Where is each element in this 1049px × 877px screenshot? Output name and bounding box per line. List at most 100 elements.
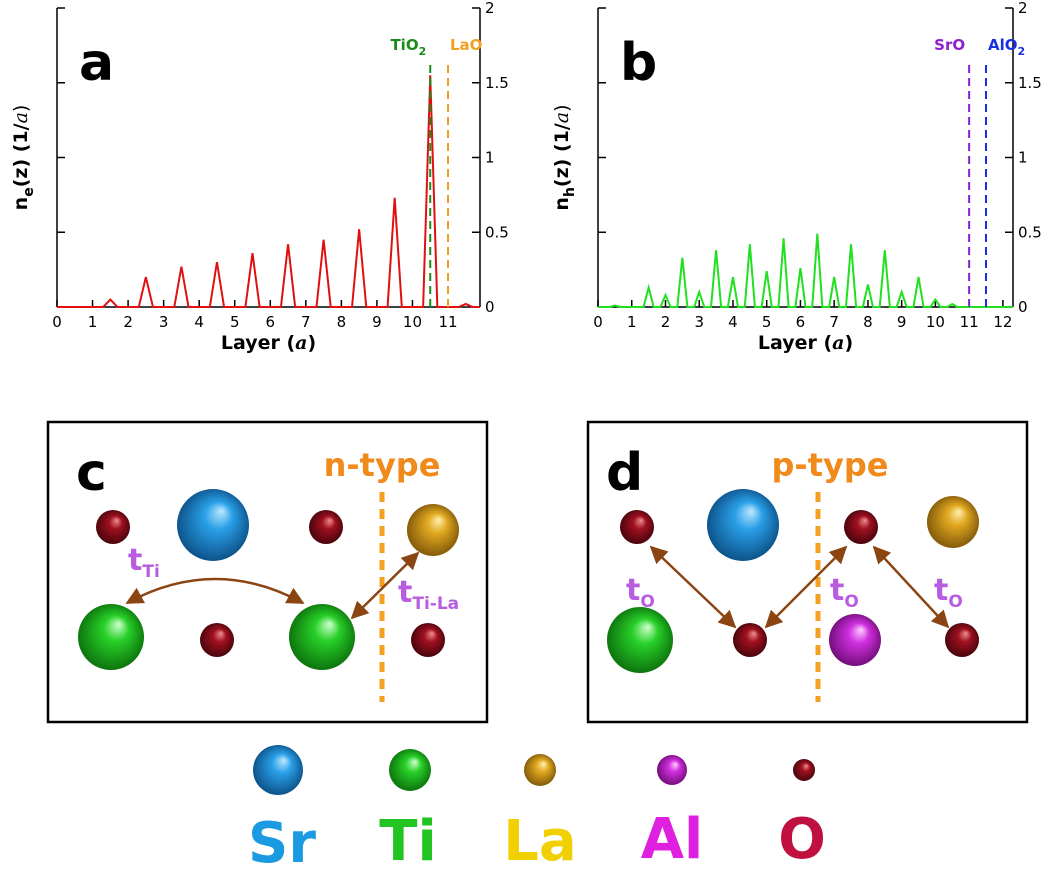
x-tick-label: 5 <box>230 313 240 331</box>
x-axis-label-part: ) <box>844 332 853 354</box>
x-tick-label: 10 <box>403 313 422 331</box>
x-tick-label: 8 <box>337 313 347 331</box>
marker-label-part: TiO <box>390 36 418 54</box>
x-tick-label: 9 <box>372 313 382 331</box>
legend-label: Ti <box>379 809 436 873</box>
marker-label-part: LaO <box>450 36 482 54</box>
marker-label-part: 2 <box>1018 45 1026 58</box>
x-tick-label: 1 <box>627 313 637 331</box>
y-axis-label-part: (z) (1/ <box>10 123 32 187</box>
hopping-label: tO <box>830 573 859 612</box>
legend-atom <box>253 745 303 795</box>
x-tick-label: 11 <box>960 313 979 331</box>
x-tick-label: 7 <box>829 313 839 331</box>
data-line <box>598 233 1013 308</box>
atom-la <box>407 504 459 556</box>
x-axis-label: Layer (a) <box>221 332 316 354</box>
panel-c: c n-type tTi tTi-La <box>46 420 489 724</box>
legend-label: O <box>778 807 826 872</box>
x-tick-label: 12 <box>993 313 1012 331</box>
hopping-arrow <box>872 545 950 629</box>
panel-frame <box>46 420 489 724</box>
y-tick-label: 0 <box>1018 298 1028 316</box>
x-tick-label: 0 <box>593 313 603 331</box>
x-tick-label: 11 <box>438 313 457 331</box>
y-axis-label-part: a <box>10 112 32 123</box>
x-axis-label-part: Layer ( <box>221 332 295 354</box>
legend: Sr Ti La Al O <box>248 745 826 876</box>
hopping-arrow <box>649 545 737 629</box>
panel-letter: d <box>606 443 643 503</box>
y-axis-label-part: a <box>551 112 573 123</box>
atom-sr <box>177 489 249 561</box>
atom-o <box>844 510 878 544</box>
marker-label-part: 2 <box>419 45 427 58</box>
x-tick-label: 3 <box>159 313 169 331</box>
panel-d: d p-type tO tO tO <box>586 420 1029 724</box>
x-tick-label: 9 <box>897 313 907 331</box>
y-tick-label: 2 <box>1018 0 1028 17</box>
atom-ti <box>289 604 355 670</box>
marker-label-part: AlO <box>988 36 1018 54</box>
legend-atom <box>793 759 815 781</box>
y-axis-label-part: (z) (1/ <box>551 123 573 187</box>
legend-label: Al <box>641 807 704 872</box>
atom-o <box>309 510 343 544</box>
legend-atom <box>389 749 431 791</box>
x-tick-label: 8 <box>863 313 873 331</box>
atom-ti <box>607 607 673 673</box>
atom-ti <box>78 604 144 670</box>
panel-frame <box>586 420 1029 724</box>
marker-label: LaO <box>450 36 482 54</box>
data-line <box>57 75 480 308</box>
x-axis-label-part: Layer ( <box>758 332 832 354</box>
x-tick-label: 5 <box>762 313 772 331</box>
marker-label-part: SrO <box>934 36 965 54</box>
panel-letter: c <box>76 443 107 503</box>
x-axis-label: Layer (a) <box>758 332 853 354</box>
y-tick-label: 1 <box>1018 149 1028 167</box>
y-axis-label-part: e <box>21 187 37 197</box>
panel-letter: b <box>620 33 657 93</box>
x-tick-label: 3 <box>694 313 704 331</box>
y-tick-label: 0 <box>485 298 495 316</box>
x-axis-label-part: ) <box>307 332 316 354</box>
x-tick-label: 4 <box>728 313 738 331</box>
y-tick-label: 0.5 <box>485 223 509 241</box>
legend-atom <box>657 755 687 785</box>
y-axis-label-part: h <box>562 187 578 197</box>
legend-atom <box>524 754 556 786</box>
marker-label: SrO <box>934 36 965 54</box>
doping-label: p-type <box>772 446 889 484</box>
x-tick-label: 10 <box>926 313 945 331</box>
x-tick-label: 6 <box>796 313 806 331</box>
atom-al <box>829 614 881 666</box>
atom-o <box>620 510 654 544</box>
marker-label: TiO2 <box>390 36 426 58</box>
x-tick-label: 4 <box>194 313 204 331</box>
x-tick-label: 2 <box>661 313 671 331</box>
x-tick-label: 6 <box>266 313 276 331</box>
hopping-arrow <box>764 545 848 629</box>
y-tick-label: 1 <box>485 149 495 167</box>
x-axis-label-part: a <box>832 332 844 354</box>
y-axis-label: nh(z) (1/a) <box>551 104 578 210</box>
doping-label: n-type <box>324 446 441 484</box>
y-axis-label: ne(z) (1/a) <box>10 105 37 211</box>
legend-label: La <box>503 809 576 873</box>
y-axis-label-part: ) <box>10 105 32 112</box>
y-tick-label: 1.5 <box>485 74 509 92</box>
y-tick-label: 2 <box>485 0 495 17</box>
x-tick-label: 2 <box>123 313 133 331</box>
x-tick-label: 1 <box>88 313 98 331</box>
hopping-label: tO <box>934 573 963 612</box>
legend-label: Sr <box>248 811 316 873</box>
hopping-label: tTi-La <box>398 575 459 614</box>
y-tick-label: 0.5 <box>1018 223 1042 241</box>
x-tick-label: 7 <box>301 313 311 331</box>
atom-o <box>733 623 767 657</box>
y-tick-label: 1.5 <box>1018 74 1042 92</box>
